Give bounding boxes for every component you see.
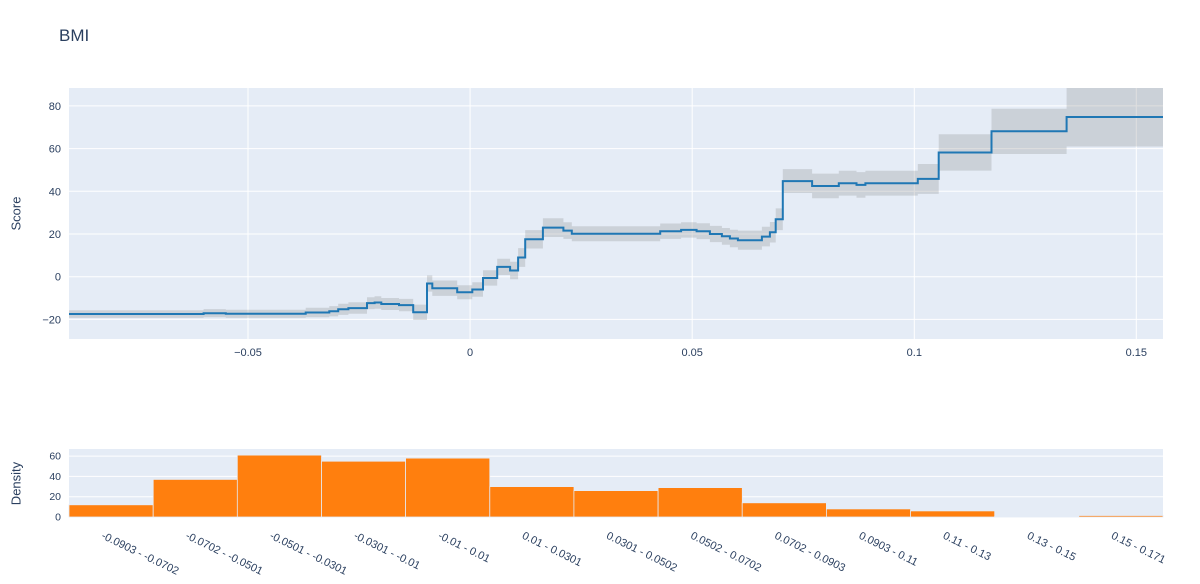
histogram-bar (910, 510, 996, 518)
x-tick-label: 0.15 (1126, 347, 1147, 359)
top-data-layer (69, 88, 1163, 320)
histogram-bar (152, 478, 238, 518)
bin-label: -0.0702 - -0.0501 (184, 530, 265, 578)
x-tick-label: 0.05 (681, 347, 702, 359)
bin-label: 0.0301 - 0.0502 (604, 530, 679, 575)
histogram-bar (236, 454, 322, 518)
bin-label: 0.01 - 0.0301 (520, 530, 584, 569)
bin-label: 0.0702 - 0.0903 (773, 530, 848, 575)
figure-title: BMI (59, 26, 90, 45)
bin-label: 0.15 - 0.171 (1109, 530, 1167, 567)
bin-label: 0.13 - 0.15 (1025, 530, 1078, 564)
histogram-bar (573, 490, 659, 518)
histogram-bar (68, 504, 154, 518)
score-tick-label: 60 (49, 144, 61, 156)
score-tick-label: 80 (49, 101, 61, 113)
histogram-bar (994, 516, 1080, 518)
histogram-bar (657, 487, 743, 518)
score-tick-label: 40 (49, 186, 61, 198)
x-tick-label: −0.05 (234, 347, 262, 359)
histogram-bar (489, 486, 575, 518)
bin-label: -0.01 - 0.01 (436, 530, 492, 565)
confidence-band (69, 88, 1163, 320)
histogram-bar (1078, 515, 1164, 518)
top-plot-area (69, 88, 1163, 339)
x-tick-label: 0 (467, 347, 473, 359)
density-tick-label: 40 (49, 471, 61, 483)
x-tick-label: 0.1 (907, 347, 922, 359)
density-tick-label: 20 (49, 491, 61, 503)
histogram-bar (741, 502, 827, 518)
score-tick-label: 0 (55, 272, 61, 284)
bin-label: -0.0501 - -0.0301 (268, 530, 349, 578)
histogram-bar (321, 460, 407, 518)
score-step-line (69, 116, 1163, 315)
histogram-bar (826, 508, 912, 518)
score-tick-label: 20 (49, 229, 61, 241)
bin-label: 0.0502 - 0.0702 (689, 530, 764, 575)
bin-label: 0.0903 - 0.11 (857, 530, 920, 569)
density-tick-label: 60 (49, 451, 61, 463)
histogram-bar (405, 457, 491, 518)
bin-label: -0.0301 - -0.01 (352, 530, 422, 572)
bin-label: 0.11 - 0.13 (941, 530, 993, 563)
score-tick-label: −20 (42, 314, 61, 326)
density-tick-label: 0 (55, 512, 61, 524)
bin-label: -0.0903 - -0.0702 (99, 530, 180, 578)
